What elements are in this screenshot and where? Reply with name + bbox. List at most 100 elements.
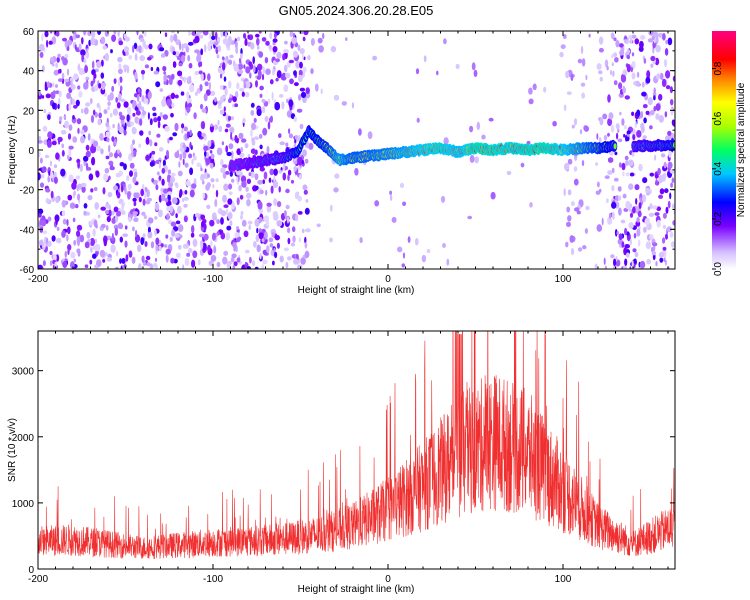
noise-speckle <box>122 233 128 237</box>
noise-speckle <box>652 31 659 38</box>
noise-speckle <box>184 190 188 195</box>
noise-speckle <box>79 163 84 172</box>
noise-speckle <box>113 206 119 213</box>
noise-speckle <box>476 121 480 130</box>
noise-speckle <box>272 180 279 189</box>
noise-speckle <box>295 60 301 69</box>
noise-speckle <box>649 125 653 130</box>
noise-speckle <box>669 86 674 94</box>
noise-speckle <box>208 260 214 266</box>
noise-speckle <box>231 178 235 183</box>
noise-speckle <box>67 39 72 46</box>
noise-speckle <box>285 188 290 194</box>
noise-speckle <box>83 155 89 162</box>
noise-speckle <box>210 123 213 127</box>
noise-speckle <box>667 200 671 209</box>
noise-speckle <box>71 98 76 106</box>
noise-speckle <box>257 179 263 185</box>
noise-speckle <box>77 65 80 71</box>
noise-speckle <box>304 242 308 249</box>
noise-speckle <box>610 124 615 133</box>
noise-speckle <box>157 120 161 129</box>
noise-speckle <box>138 143 142 148</box>
noise-speckle <box>159 47 165 52</box>
noise-speckle <box>203 223 207 231</box>
noise-speckle <box>630 37 633 44</box>
noise-speckle <box>296 108 303 113</box>
noise-speckle <box>604 59 609 68</box>
noise-speckle <box>191 158 194 165</box>
noise-speckle <box>254 33 260 38</box>
noise-speckle <box>618 207 622 216</box>
noise-speckle <box>187 76 191 85</box>
noise-speckle <box>92 228 96 237</box>
noise-speckle <box>206 204 211 210</box>
noise-speckle <box>133 201 137 207</box>
noise-speckle <box>667 37 673 46</box>
noise-speckle <box>637 210 642 218</box>
noise-speckle <box>38 264 43 269</box>
noise-speckle <box>215 189 219 198</box>
colorbar-ticks: 0.0 0.2 0.4 0.6 0.8 <box>712 61 724 276</box>
noise-speckle <box>67 244 72 251</box>
noise-speckle <box>302 36 306 42</box>
noise-speckle <box>123 101 129 108</box>
noise-speckle <box>235 226 240 230</box>
noise-speckle <box>71 182 77 190</box>
noise-speckle <box>624 155 629 161</box>
noise-speckle <box>132 197 137 202</box>
noise-speckle <box>261 73 265 81</box>
noise-speckle <box>48 40 53 45</box>
noise-speckle <box>262 127 268 136</box>
noise-speckle <box>607 132 610 137</box>
noise-speckle <box>302 184 308 191</box>
noise-speckle <box>668 149 672 158</box>
noise-speckle <box>88 173 94 181</box>
noise-speckle <box>255 80 258 88</box>
noise-speckle <box>229 171 233 177</box>
noise-speckle <box>151 150 156 155</box>
noise-speckle <box>649 110 655 116</box>
noise-speckle <box>131 256 136 264</box>
noise-speckle <box>284 40 288 45</box>
noise-speckle <box>75 99 80 107</box>
noise-speckle <box>240 147 244 153</box>
noise-speckle <box>68 124 73 131</box>
noise-speckle <box>207 140 212 148</box>
noise-speckle <box>44 154 50 159</box>
noise-speckle <box>602 113 608 120</box>
noise-speckle <box>72 115 75 120</box>
noise-speckle <box>104 167 110 174</box>
noise-speckle <box>278 133 282 139</box>
noise-speckle <box>55 237 62 244</box>
noise-speckle <box>38 239 44 246</box>
noise-speckle <box>132 139 135 145</box>
noise-speckle <box>249 72 252 79</box>
noise-speckle <box>624 244 630 249</box>
noise-speckle <box>622 193 627 199</box>
noise-speckle <box>209 32 212 40</box>
noise-speckle <box>270 79 274 85</box>
noise-speckle <box>301 159 304 165</box>
noise-speckle <box>105 155 110 160</box>
noise-speckle <box>188 182 191 187</box>
noise-speckle <box>272 46 278 53</box>
noise-speckle <box>642 104 648 109</box>
noise-speckle <box>40 157 43 164</box>
noise-speckle <box>625 159 629 166</box>
noise-speckle <box>649 203 653 210</box>
noise-speckle <box>467 215 473 220</box>
noise-speckle <box>224 128 229 133</box>
noise-speckle <box>62 37 67 42</box>
noise-speckle <box>563 104 567 111</box>
colorbar-tick-label: 0.6 <box>713 111 724 125</box>
noise-speckle <box>207 44 211 52</box>
noise-speckle <box>81 37 84 45</box>
noise-speckle <box>148 43 153 50</box>
noise-speckle <box>138 263 142 269</box>
noise-speckle <box>641 91 647 97</box>
noise-speckle <box>617 138 623 143</box>
noise-speckle <box>624 258 628 266</box>
noise-speckle <box>224 87 228 96</box>
noise-speckle <box>132 211 138 215</box>
